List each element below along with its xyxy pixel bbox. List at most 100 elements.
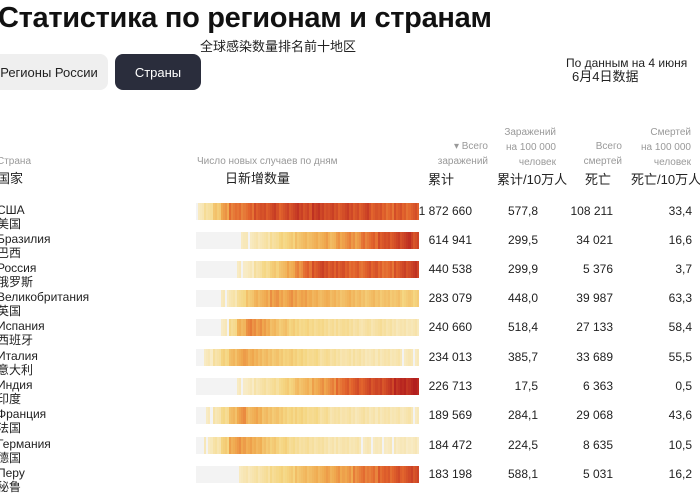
heat-cell	[307, 378, 310, 395]
heat-cell	[400, 290, 403, 307]
heat-cell	[379, 349, 382, 366]
heat-cell	[356, 203, 359, 220]
heat-cell	[268, 437, 271, 454]
heat-cell	[334, 407, 337, 424]
heat-cell	[262, 319, 265, 336]
heat-cell	[365, 349, 368, 366]
heat-cell	[402, 319, 405, 336]
heat-cell	[299, 466, 302, 483]
heat-cell	[350, 290, 353, 307]
country-name: Бразилия 巴西	[0, 232, 51, 260]
heat-cell	[400, 261, 403, 278]
heat-cell	[410, 261, 413, 278]
heat-cell	[402, 407, 405, 424]
heat-cell	[303, 349, 306, 366]
heat-cell	[363, 319, 366, 336]
heat-cell	[367, 349, 370, 366]
heat-cell	[229, 261, 232, 278]
heat-cell	[391, 466, 394, 483]
heat-cell	[410, 290, 413, 307]
table-row[interactable]: Россия 俄罗斯 440 538 299,9 5 376 3,7	[0, 261, 700, 291]
heat-cell	[398, 261, 401, 278]
heat-cell	[266, 378, 269, 395]
heat-cell	[226, 261, 229, 278]
heat-cell	[340, 349, 343, 366]
heat-cell	[315, 232, 318, 249]
heat-cell	[319, 466, 322, 483]
heat-cell	[396, 232, 399, 249]
heat-cell	[241, 466, 244, 483]
heat-cell	[342, 203, 345, 220]
heat-cell	[299, 232, 302, 249]
heat-cell	[412, 232, 415, 249]
heat-cell	[233, 378, 236, 395]
heat-cell	[278, 466, 281, 483]
heat-cell	[222, 319, 225, 336]
heat-cell	[210, 290, 213, 307]
table-row[interactable]: Великобритания 英国 283 079 448,0 39 987 63…	[0, 290, 700, 320]
heat-cell	[292, 319, 295, 336]
heat-cell	[272, 290, 275, 307]
heat-cell	[315, 319, 318, 336]
heat-cell	[354, 319, 357, 336]
table-row[interactable]: Германия 德国 184 472 224,5 8 635 10,5	[0, 437, 700, 467]
table-row[interactable]: Бразилия 巴西 614 941 299,5 34 021 16,6	[0, 232, 700, 262]
heat-cell	[264, 437, 267, 454]
heat-cell	[367, 261, 370, 278]
heat-cell	[373, 261, 376, 278]
heat-cell	[239, 319, 242, 336]
heat-cell	[311, 319, 314, 336]
heat-cell	[325, 437, 328, 454]
heat-cell	[356, 349, 359, 366]
heat-cell	[196, 349, 199, 366]
heat-cell	[255, 378, 258, 395]
heat-cell	[226, 378, 229, 395]
heat-cell	[375, 407, 378, 424]
heat-cell	[297, 466, 300, 483]
heat-cell	[379, 319, 382, 336]
country-name: США 美国	[0, 203, 25, 231]
heat-cell	[344, 290, 347, 307]
heat-cell	[224, 232, 227, 249]
heat-cell	[241, 232, 244, 249]
table-row[interactable]: Испания 西班牙 240 660 518,4 27 133 58,4	[0, 319, 700, 349]
table-row[interactable]: Италия 意大利 234 013 385,7 33 689 55,5	[0, 349, 700, 379]
heat-cell	[414, 319, 417, 336]
heat-cell	[208, 466, 211, 483]
heat-cell	[280, 349, 283, 366]
table-row[interactable]: Индия 印度 226 713 17,5 6 363 0,5	[0, 378, 700, 408]
col-header-deaths[interactable]: Всего смертей	[583, 141, 622, 167]
heat-cell	[406, 319, 409, 336]
heat-cell	[307, 261, 310, 278]
total-cases: 1 872 660	[418, 204, 472, 218]
heat-cell	[330, 407, 333, 424]
table-row[interactable]: Франция 法国 189 569 284,1 29 068 43,6	[0, 407, 700, 437]
heat-cell	[292, 261, 295, 278]
heat-cell	[284, 407, 287, 424]
heat-cell	[350, 203, 353, 220]
heat-cell	[350, 232, 353, 249]
heat-cell	[239, 290, 242, 307]
heat-cell	[196, 407, 199, 424]
heat-cell	[237, 232, 240, 249]
heat-cell	[196, 437, 199, 454]
heat-cell	[278, 349, 281, 366]
country-name: Великобритания 英国	[0, 290, 90, 318]
heat-cell	[243, 437, 246, 454]
heat-cell	[235, 232, 238, 249]
total-cases: 240 660	[428, 320, 472, 334]
heat-cell	[290, 203, 293, 220]
tab-russia-regions[interactable]: Регионы России	[0, 54, 108, 90]
heat-cell	[352, 232, 355, 249]
table-row[interactable]: Перу 秘鲁 183 198 588,1 5 031 16,2	[0, 466, 700, 496]
table-row[interactable]: США 美国 1 872 660 577,8 108 211 33,4	[0, 203, 700, 233]
heat-cell	[309, 232, 312, 249]
tab-countries[interactable]: Страны	[115, 54, 201, 90]
heat-cell	[278, 261, 281, 278]
col-header-deaths-per100k[interactable]: Смертей на 100 000 человек	[640, 127, 691, 168]
col-header-total[interactable]: ▾ Всего заражений	[437, 141, 488, 167]
col-header-per100k[interactable]: Заражений на 100 000 человек	[504, 127, 556, 168]
heat-cell	[391, 407, 394, 424]
heat-cell	[200, 232, 203, 249]
heat-cell	[231, 378, 234, 395]
